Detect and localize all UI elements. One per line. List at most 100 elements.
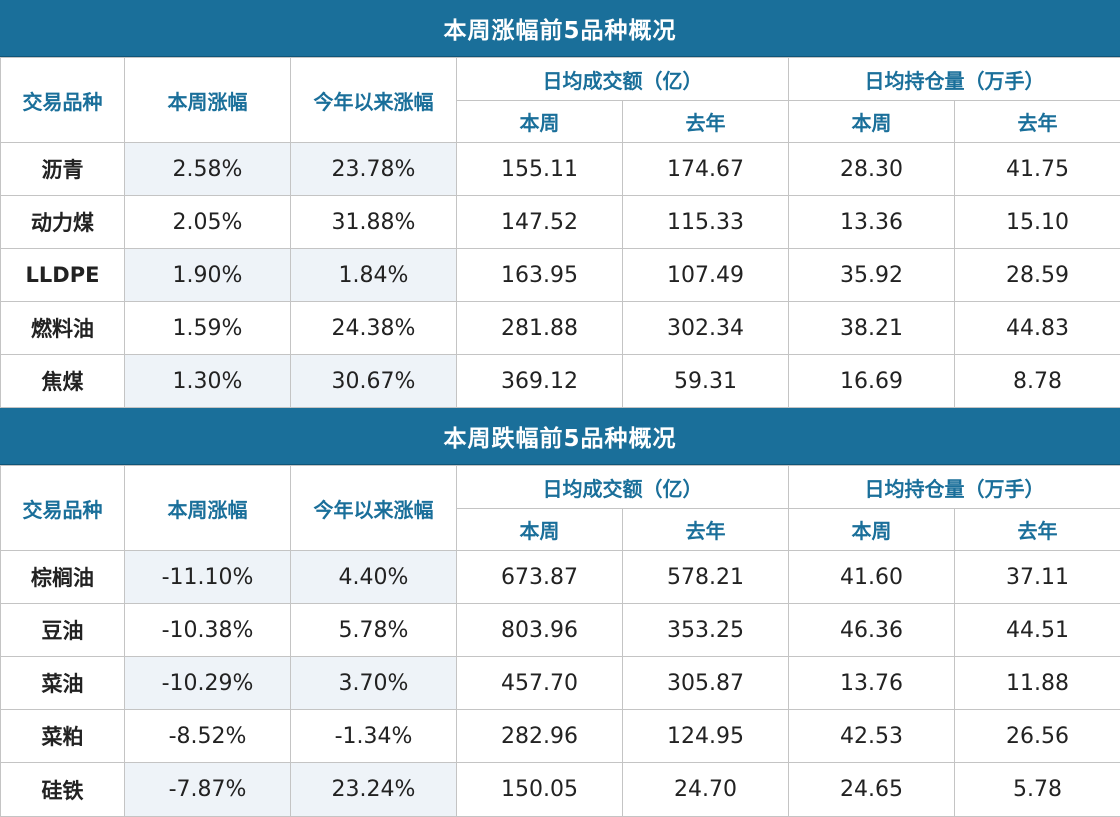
product-name: LLDPE <box>1 249 125 302</box>
table-row: 棕榈油 -11.10% 4.40% 673.87 578.21 41.60 37… <box>1 551 1120 604</box>
volume-last-year: 174.67 <box>623 143 789 196</box>
volume-last-year: 305.87 <box>623 657 789 710</box>
oi-last-year: 28.59 <box>955 249 1120 302</box>
subheader-volume-this-week: 本周 <box>457 509 623 551</box>
table-row: 动力煤 2.05% 31.88% 147.52 115.33 13.36 15.… <box>1 196 1120 249</box>
subheader-oi-this-week: 本周 <box>789 509 955 551</box>
product-name: 焦煤 <box>1 355 125 408</box>
subheader-oi-last-year: 去年 <box>955 509 1120 551</box>
oi-last-year: 26.56 <box>955 710 1120 763</box>
weekly-change: 1.90% <box>125 249 291 302</box>
volume-this-week: 457.70 <box>457 657 623 710</box>
product-name: 燃料油 <box>1 302 125 355</box>
ytd-change: 5.78% <box>291 604 457 657</box>
ytd-change: 23.78% <box>291 143 457 196</box>
table-row: 菜粕 -8.52% -1.34% 282.96 124.95 42.53 26.… <box>1 710 1120 763</box>
volume-this-week: 163.95 <box>457 249 623 302</box>
product-name: 豆油 <box>1 604 125 657</box>
weekly-change: -11.10% <box>125 551 291 604</box>
volume-last-year: 302.34 <box>623 302 789 355</box>
losers-title: 本周跌幅前5品种概况 <box>0 408 1120 465</box>
col-header-avg-volume: 日均成交额（亿） <box>457 58 789 101</box>
volume-last-year: 124.95 <box>623 710 789 763</box>
col-header-weekly-change: 本周涨幅 <box>125 466 291 551</box>
product-name: 动力煤 <box>1 196 125 249</box>
table-row: 菜油 -10.29% 3.70% 457.70 305.87 13.76 11.… <box>1 657 1120 710</box>
col-header-avg-open-interest: 日均持仓量（万手） <box>789 58 1120 101</box>
volume-last-year: 59.31 <box>623 355 789 408</box>
oi-this-week: 24.65 <box>789 763 955 817</box>
oi-last-year: 41.75 <box>955 143 1120 196</box>
oi-this-week: 28.30 <box>789 143 955 196</box>
ytd-change: -1.34% <box>291 710 457 763</box>
product-name: 菜油 <box>1 657 125 710</box>
oi-this-week: 13.36 <box>789 196 955 249</box>
ytd-change: 31.88% <box>291 196 457 249</box>
gainers-table: 交易品种 本周涨幅 今年以来涨幅 日均成交额（亿） 日均持仓量（万手） 本周 去… <box>0 57 1120 408</box>
product-name: 沥青 <box>1 143 125 196</box>
oi-this-week: 13.76 <box>789 657 955 710</box>
ytd-change: 30.67% <box>291 355 457 408</box>
weekly-change: 2.05% <box>125 196 291 249</box>
oi-this-week: 38.21 <box>789 302 955 355</box>
volume-last-year: 353.25 <box>623 604 789 657</box>
weekly-change: -7.87% <box>125 763 291 817</box>
volume-last-year: 107.49 <box>623 249 789 302</box>
table-row: LLDPE 1.90% 1.84% 163.95 107.49 35.92 28… <box>1 249 1120 302</box>
col-header-weekly-change: 本周涨幅 <box>125 58 291 143</box>
ytd-change: 4.40% <box>291 551 457 604</box>
volume-this-week: 673.87 <box>457 551 623 604</box>
oi-this-week: 35.92 <box>789 249 955 302</box>
volume-this-week: 803.96 <box>457 604 623 657</box>
ytd-change: 3.70% <box>291 657 457 710</box>
table-row: 豆油 -10.38% 5.78% 803.96 353.25 46.36 44.… <box>1 604 1120 657</box>
oi-this-week: 46.36 <box>789 604 955 657</box>
ytd-change: 1.84% <box>291 249 457 302</box>
table-row: 焦煤 1.30% 30.67% 369.12 59.31 16.69 8.78 <box>1 355 1120 408</box>
volume-last-year: 24.70 <box>623 763 789 817</box>
subheader-oi-this-week: 本周 <box>789 101 955 143</box>
product-name: 硅铁 <box>1 763 125 817</box>
weekly-change: 1.59% <box>125 302 291 355</box>
gainers-title: 本周涨幅前5品种概况 <box>0 0 1120 57</box>
col-header-ytd-change: 今年以来涨幅 <box>291 58 457 143</box>
ytd-change: 24.38% <box>291 302 457 355</box>
oi-last-year: 44.83 <box>955 302 1120 355</box>
oi-last-year: 37.11 <box>955 551 1120 604</box>
oi-last-year: 8.78 <box>955 355 1120 408</box>
col-header-name: 交易品种 <box>1 466 125 551</box>
oi-last-year: 15.10 <box>955 196 1120 249</box>
weekly-change: -8.52% <box>125 710 291 763</box>
volume-this-week: 155.11 <box>457 143 623 196</box>
volume-last-year: 115.33 <box>623 196 789 249</box>
volume-this-week: 147.52 <box>457 196 623 249</box>
col-header-ytd-change: 今年以来涨幅 <box>291 466 457 551</box>
weekly-change: -10.29% <box>125 657 291 710</box>
losers-table: 交易品种 本周涨幅 今年以来涨幅 日均成交额（亿） 日均持仓量（万手） 本周 去… <box>0 465 1120 817</box>
col-header-avg-volume: 日均成交额（亿） <box>457 466 789 509</box>
col-header-avg-open-interest: 日均持仓量（万手） <box>789 466 1120 509</box>
subheader-volume-last-year: 去年 <box>623 101 789 143</box>
weekly-change: 2.58% <box>125 143 291 196</box>
subheader-oi-last-year: 去年 <box>955 101 1120 143</box>
volume-last-year: 578.21 <box>623 551 789 604</box>
product-name: 菜粕 <box>1 710 125 763</box>
oi-this-week: 41.60 <box>789 551 955 604</box>
volume-this-week: 282.96 <box>457 710 623 763</box>
volume-this-week: 281.88 <box>457 302 623 355</box>
table-row: 硅铁 -7.87% 23.24% 150.05 24.70 24.65 5.78 <box>1 763 1120 817</box>
ytd-change: 23.24% <box>291 763 457 817</box>
table-row: 燃料油 1.59% 24.38% 281.88 302.34 38.21 44.… <box>1 302 1120 355</box>
oi-last-year: 11.88 <box>955 657 1120 710</box>
oi-this-week: 16.69 <box>789 355 955 408</box>
oi-last-year: 44.51 <box>955 604 1120 657</box>
volume-this-week: 150.05 <box>457 763 623 817</box>
table-row: 沥青 2.58% 23.78% 155.11 174.67 28.30 41.7… <box>1 143 1120 196</box>
weekly-change: -10.38% <box>125 604 291 657</box>
volume-this-week: 369.12 <box>457 355 623 408</box>
subheader-volume-last-year: 去年 <box>623 509 789 551</box>
col-header-name: 交易品种 <box>1 58 125 143</box>
weekly-change: 1.30% <box>125 355 291 408</box>
subheader-volume-this-week: 本周 <box>457 101 623 143</box>
